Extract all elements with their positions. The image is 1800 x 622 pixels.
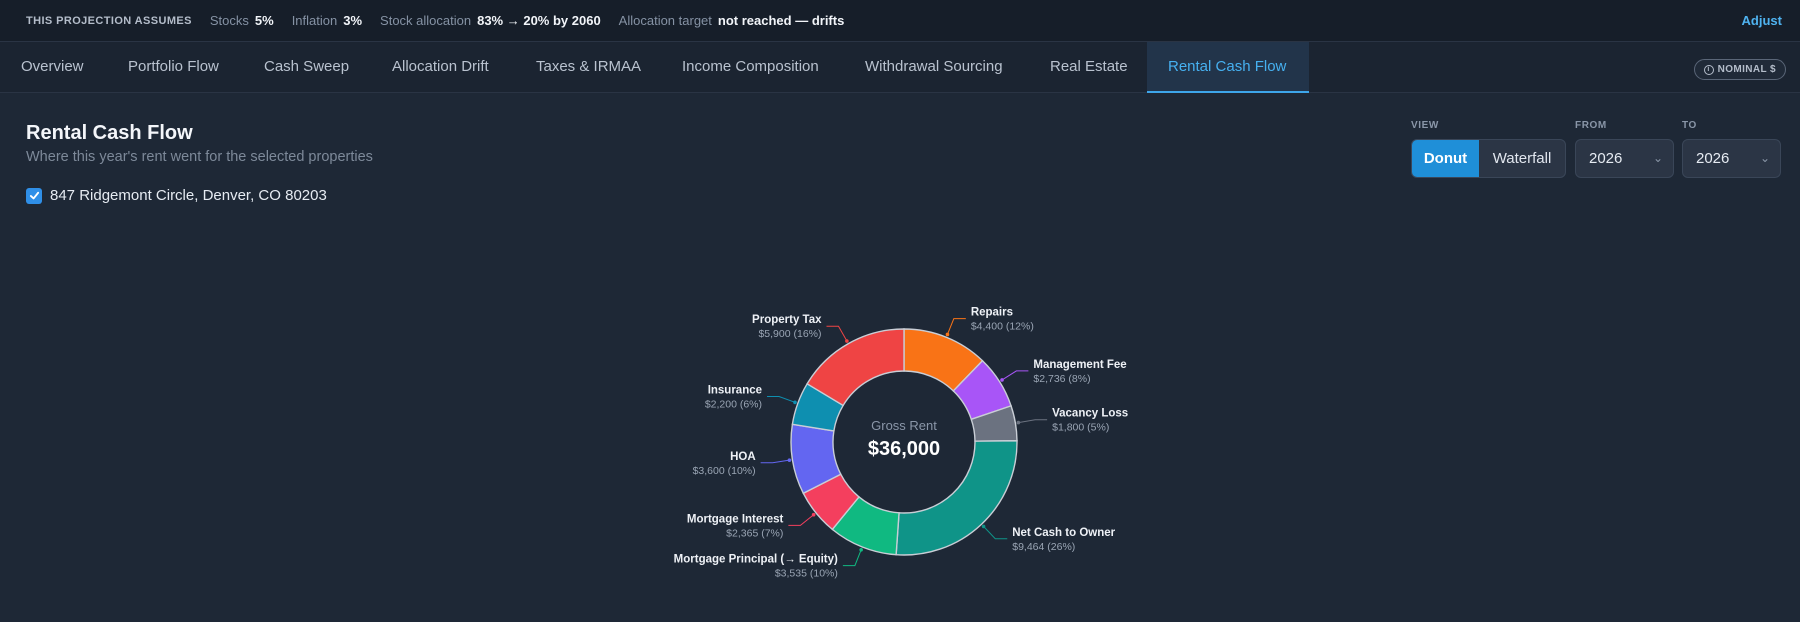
slice-value-hoa: $3,600 (10%) (693, 465, 756, 477)
leader-dot-vacancy-loss (1016, 420, 1021, 425)
tab-rental-cash-flow[interactable]: Rental Cash Flow (1147, 42, 1309, 93)
chevron-down-icon: ⌄ (1759, 151, 1770, 165)
slice-name-net-cash-to-owner: Net Cash to Owner (1012, 527, 1115, 539)
nominal-badge-label: NOMINAL $ (1717, 64, 1776, 75)
donut-slice-property-tax[interactable] (806, 328, 905, 407)
tab-allocation-drift[interactable]: Allocation Drift (392, 58, 489, 75)
view-toggle: Donut Waterfall (1411, 139, 1566, 178)
assumption-key-inflation: Inflation (291, 13, 338, 28)
info-icon: i (1703, 64, 1714, 75)
slice-name-management-fee: Management Fee (1033, 359, 1126, 371)
slice-value-management-fee: $2,736 (8%) (1033, 373, 1090, 385)
leader-line-net-cash-to-owner (983, 526, 1008, 540)
tab-real-estate[interactable]: Real Estate (1050, 58, 1128, 75)
slice-value-mortgage-principal-equity: $3,535 (10%) (775, 568, 838, 580)
leader-line-property-tax (826, 325, 848, 342)
adjust-link[interactable]: Adjust (1741, 13, 1782, 28)
from-label: FROM (1575, 120, 1607, 131)
slice-value-insurance: $2,200 (6%) (705, 399, 762, 411)
donut-center-label: Gross Rent (871, 418, 937, 433)
leader-line-hoa (760, 459, 790, 464)
donut-center-value: $36,000 (868, 438, 940, 460)
tab-income-composition[interactable]: Income Composition (682, 58, 819, 75)
leader-dot-repairs (945, 332, 950, 337)
leader-line-vacancy-loss (1018, 419, 1048, 424)
slice-name-mortgage-principal-equity: Mortgage Principal (→ Equity) (674, 554, 838, 566)
slice-value-net-cash-to-owner: $9,464 (26%) (1012, 541, 1075, 553)
assumptions-lead: THIS PROJECTION ASSUMES (26, 14, 192, 27)
slice-name-repairs: Repairs (971, 307, 1013, 319)
tab-overview[interactable]: Overview (21, 58, 84, 75)
assumption-value-stock-allocation: 83% → 20% by 2060 (477, 13, 601, 28)
leader-line-repairs (946, 318, 966, 335)
property-label: 847 Ridgemont Circle, Denver, CO 80203 (50, 187, 327, 204)
leader-dot-mortgage-principal-equity (859, 547, 863, 552)
leader-dot-net-cash-to-owner (981, 524, 986, 529)
slice-name-insurance: Insurance (708, 385, 762, 397)
assumption-value-allocation-target: not reached — drifts (717, 13, 845, 28)
slice-name-vacancy-loss: Vacancy Loss (1052, 408, 1128, 420)
from-year-select[interactable]: 2026 ⌄ (1575, 139, 1674, 178)
leader-dot-management-fee (1000, 378, 1004, 382)
assumption-key-stock-allocation: Stock allocation (380, 13, 472, 28)
property-checkbox[interactable] (26, 187, 42, 204)
slice-value-property-tax: $5,900 (16%) (758, 328, 821, 340)
tab-portfolio-flow[interactable]: Portfolio Flow (128, 58, 219, 75)
assumption-value-inflation: 3% (343, 13, 363, 28)
tab-bar: Overview Portfolio Flow Cash Sweep Alloc… (0, 42, 1800, 93)
page-subtitle: Where this year's rent went for the sele… (26, 149, 373, 165)
to-year-value: 2026 (1696, 150, 1730, 167)
view-label: VIEW (1411, 120, 1439, 131)
leader-dot-insurance (793, 400, 797, 405)
assumption-key-stocks: Stocks (209, 13, 249, 28)
view-option-waterfall[interactable]: Waterfall (1492, 150, 1552, 167)
slice-name-property-tax: Property Tax (752, 314, 822, 326)
nominal-dollars-badge[interactable]: i NOMINAL $ (1693, 59, 1786, 80)
to-year-select[interactable]: 2026 ⌄ (1682, 139, 1781, 178)
check-icon (29, 191, 39, 200)
tab-cash-sweep[interactable]: Cash Sweep (264, 58, 350, 75)
slice-value-vacancy-loss: $1,800 (5%) (1052, 422, 1109, 434)
leader-line-insurance (767, 396, 796, 403)
assumption-value-stocks: 5% (254, 13, 274, 28)
tab-withdrawal-sourcing[interactable]: Withdrawal Sourcing (865, 58, 1003, 75)
to-label: TO (1682, 120, 1697, 131)
view-option-donut[interactable]: Donut (1412, 140, 1479, 177)
leader-line-mortgage-interest (788, 514, 814, 526)
assumptions-bar: THIS PROJECTION ASSUMES Stocks 5% Inflat… (0, 0, 1800, 42)
from-year-value: 2026 (1589, 150, 1623, 167)
leader-dot-mortgage-interest (811, 512, 816, 517)
leader-dot-hoa (787, 458, 792, 462)
slice-value-repairs: $4,400 (12%) (971, 321, 1034, 333)
leader-dot-property-tax (845, 339, 849, 343)
page-title: Rental Cash Flow (26, 122, 193, 144)
chevron-down-icon: ⌄ (1652, 151, 1663, 165)
assumption-key-allocation-target: Allocation target (618, 13, 712, 28)
tab-taxes-irmaa[interactable]: Taxes & IRMAA (536, 58, 642, 75)
leader-line-mortgage-principal-equity (842, 549, 862, 567)
slice-value-mortgage-interest: $2,365 (7%) (726, 527, 783, 539)
donut-slice-net-cash-to-owner[interactable] (895, 440, 1018, 556)
slice-name-mortgage-interest: Mortgage Interest (687, 513, 784, 525)
slice-name-hoa: HOA (730, 451, 756, 463)
leader-line-management-fee (1001, 370, 1029, 381)
property-filter[interactable]: 847 Ridgemont Circle, Denver, CO 80203 (26, 187, 327, 204)
